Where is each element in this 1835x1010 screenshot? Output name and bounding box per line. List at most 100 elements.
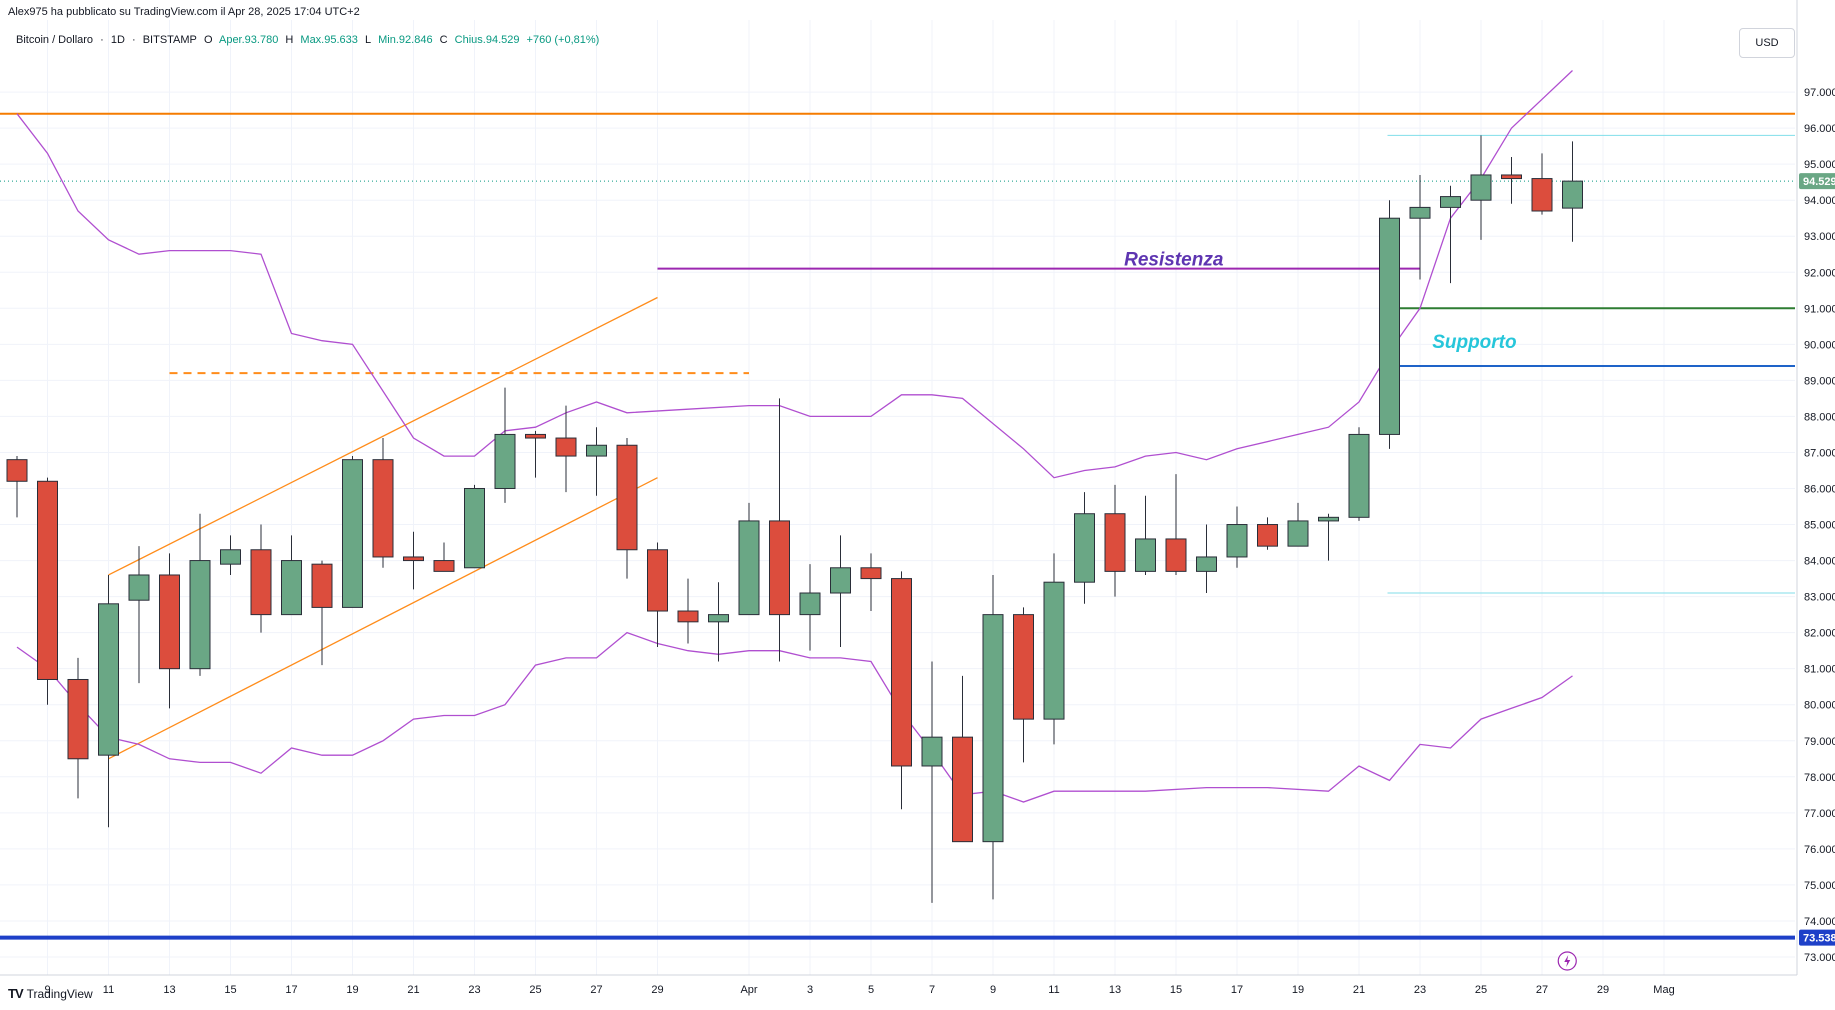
price-tick-label: 82.000 [1804, 628, 1835, 640]
time-tick-label: 19 [346, 984, 358, 996]
change-value: +760 (+0,81%) [526, 34, 600, 46]
candle-up[interactable] [1440, 196, 1461, 208]
time-tick-label: 15 [1170, 984, 1182, 996]
symbol-interval[interactable]: 1D [110, 34, 125, 46]
high-label: H [285, 34, 294, 46]
time-tick-label: 23 [468, 984, 480, 996]
currency-button[interactable]: USD [1739, 28, 1795, 58]
high-value: Max.95.633 [300, 34, 358, 46]
time-tick-label: 19 [1292, 984, 1304, 996]
candle-down[interactable] [1013, 614, 1034, 720]
channel-lower-line[interactable] [108, 477, 658, 760]
candle-up[interactable] [494, 433, 516, 489]
candle-up[interactable] [189, 560, 211, 670]
candle-down[interactable] [1104, 513, 1126, 572]
price-tick-label: 92.000 [1804, 267, 1835, 279]
time-tick-label: 5 [868, 984, 874, 996]
candle-down[interactable] [311, 563, 333, 608]
candle-down[interactable] [37, 480, 58, 680]
time-tick-label: 17 [285, 984, 297, 996]
candle-down[interactable] [952, 736, 973, 843]
price-tick-label: 91.000 [1804, 303, 1835, 315]
candle-up[interactable] [1318, 516, 1339, 522]
candle-up[interactable] [281, 560, 302, 616]
open-label: O [203, 34, 213, 46]
time-tick-label: 9 [44, 984, 50, 996]
candle-up[interactable] [128, 574, 150, 601]
candle-down[interactable] [1501, 174, 1522, 180]
tradingview-logo-icon: TV [8, 986, 24, 1001]
symbol-name[interactable]: Bitcoin / Dollaro [16, 34, 94, 46]
candle-up[interactable] [1135, 538, 1156, 572]
candle-up[interactable] [220, 549, 241, 565]
candle-up[interactable] [1287, 520, 1309, 547]
candle-up[interactable] [98, 603, 119, 756]
candle-down[interactable] [159, 574, 180, 670]
candle-down[interactable] [250, 549, 272, 616]
candle-down[interactable] [616, 444, 638, 551]
price-tick-label: 90.000 [1804, 339, 1835, 351]
candle-down[interactable] [860, 567, 882, 580]
bollinger-upper-band[interactable] [16, 70, 1573, 479]
price-tick-label: 87.000 [1804, 447, 1835, 459]
candle-up[interactable] [586, 444, 607, 457]
candle-down[interactable] [525, 433, 546, 439]
candle-down[interactable] [555, 437, 577, 457]
candle-up[interactable] [738, 520, 760, 616]
time-tick-label: 11 [103, 984, 114, 996]
candle-up[interactable] [1348, 433, 1370, 518]
candle-up[interactable] [464, 487, 485, 569]
candle-up[interactable] [921, 736, 943, 767]
time-tick-label: 25 [1475, 984, 1487, 996]
candle-down[interactable] [6, 459, 28, 482]
price-tick-label: 83.000 [1804, 592, 1835, 604]
time-tick-label: 13 [1109, 984, 1121, 996]
candle-down[interactable] [433, 560, 455, 572]
candle-up[interactable] [1043, 581, 1065, 720]
time-tick-label: 23 [1414, 984, 1426, 996]
candle-down[interactable] [372, 459, 394, 558]
price-tick-label: 94.000 [1804, 195, 1835, 207]
candle-up[interactable] [1470, 174, 1492, 201]
candle-up[interactable] [982, 614, 1004, 843]
lightning-icon-glyph [1564, 955, 1571, 967]
price-tick-label: 78.000 [1804, 772, 1835, 784]
tradingview-logo[interactable]: TV TradingView [8, 986, 93, 1001]
time-tick-label: 9 [990, 984, 996, 996]
candle-down[interactable] [1257, 524, 1278, 547]
close-label: C [439, 34, 448, 46]
candle-up[interactable] [830, 567, 851, 594]
time-tick-label: 17 [1231, 984, 1243, 996]
price-tick-label: 75.000 [1804, 880, 1835, 892]
candle-down[interactable] [647, 549, 668, 612]
candle-down[interactable] [1531, 178, 1553, 212]
candle-up[interactable] [1409, 206, 1431, 219]
candle-down[interactable] [891, 578, 912, 767]
candle-down[interactable] [677, 610, 699, 623]
publisher-info: Alex975 ha pubblicato su TradingView.com… [8, 6, 360, 18]
time-tick-label: 25 [529, 984, 541, 996]
time-tick-label: Mag [1653, 984, 1674, 996]
candle-up[interactable] [1074, 513, 1095, 583]
candle-up[interactable] [1226, 524, 1248, 558]
price-tick-label: 86.000 [1804, 483, 1835, 495]
candle-down[interactable] [769, 520, 790, 616]
tradingview-brand-text: TradingView [26, 986, 93, 1001]
candle-up[interactable] [1562, 180, 1583, 209]
candle-down[interactable] [67, 678, 89, 760]
candle-up[interactable] [708, 614, 729, 623]
candle-up[interactable] [1196, 556, 1217, 572]
price-tick-label: 76.000 [1804, 844, 1835, 856]
bollinger-lower-band[interactable] [16, 631, 1573, 803]
symbol-legend: Bitcoin / Dollaro · 1D · BITSTAMP O Aper… [16, 34, 600, 46]
time-tick-label: 13 [163, 984, 175, 996]
candle-down[interactable] [403, 556, 424, 562]
price-tick-label: 96.000 [1804, 123, 1835, 135]
time-tick-label: Apr [740, 984, 757, 996]
candle-up[interactable] [1379, 217, 1400, 435]
candle-up[interactable] [799, 592, 821, 616]
candle-down[interactable] [1165, 538, 1187, 572]
time-tick-label: 3 [807, 984, 813, 996]
candle-up[interactable] [342, 459, 363, 608]
